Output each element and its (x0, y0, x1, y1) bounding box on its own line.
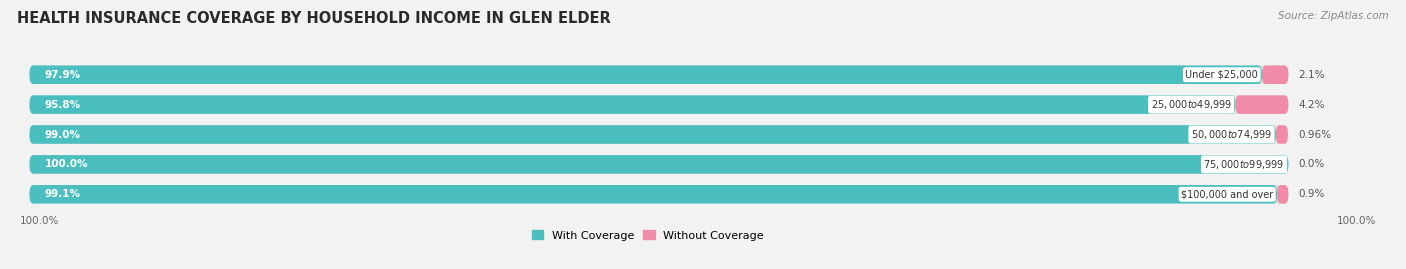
FancyBboxPatch shape (1277, 185, 1288, 204)
Text: 97.9%: 97.9% (45, 70, 80, 80)
Text: 0.96%: 0.96% (1298, 129, 1331, 140)
Text: 100.0%: 100.0% (1337, 216, 1376, 226)
Text: 100.0%: 100.0% (20, 216, 59, 226)
Text: 99.1%: 99.1% (45, 189, 80, 199)
Legend: With Coverage, Without Coverage: With Coverage, Without Coverage (527, 226, 769, 245)
Text: 0.9%: 0.9% (1299, 189, 1324, 199)
FancyBboxPatch shape (30, 95, 1288, 114)
Text: Under $25,000: Under $25,000 (1185, 70, 1258, 80)
FancyBboxPatch shape (30, 65, 1263, 84)
Text: 99.0%: 99.0% (45, 129, 80, 140)
Text: HEALTH INSURANCE COVERAGE BY HOUSEHOLD INCOME IN GLEN ELDER: HEALTH INSURANCE COVERAGE BY HOUSEHOLD I… (17, 11, 610, 26)
Text: 2.1%: 2.1% (1299, 70, 1324, 80)
FancyBboxPatch shape (1263, 65, 1288, 84)
Text: $50,000 to $74,999: $50,000 to $74,999 (1191, 128, 1272, 141)
FancyBboxPatch shape (30, 65, 1288, 84)
FancyBboxPatch shape (1275, 125, 1288, 144)
FancyBboxPatch shape (30, 95, 1236, 114)
Text: $75,000 to $99,999: $75,000 to $99,999 (1204, 158, 1285, 171)
Text: 0.0%: 0.0% (1299, 160, 1324, 169)
Text: 100.0%: 100.0% (45, 160, 89, 169)
FancyBboxPatch shape (1236, 95, 1288, 114)
Text: $25,000 to $49,999: $25,000 to $49,999 (1150, 98, 1232, 111)
Text: Source: ZipAtlas.com: Source: ZipAtlas.com (1278, 11, 1389, 21)
FancyBboxPatch shape (30, 125, 1288, 144)
FancyBboxPatch shape (30, 155, 1288, 174)
Text: 95.8%: 95.8% (45, 100, 80, 109)
FancyBboxPatch shape (30, 185, 1288, 204)
Text: $100,000 and over: $100,000 and over (1181, 189, 1274, 199)
Text: 4.2%: 4.2% (1299, 100, 1324, 109)
FancyBboxPatch shape (30, 185, 1277, 204)
FancyBboxPatch shape (30, 155, 1288, 174)
FancyBboxPatch shape (30, 125, 1275, 144)
